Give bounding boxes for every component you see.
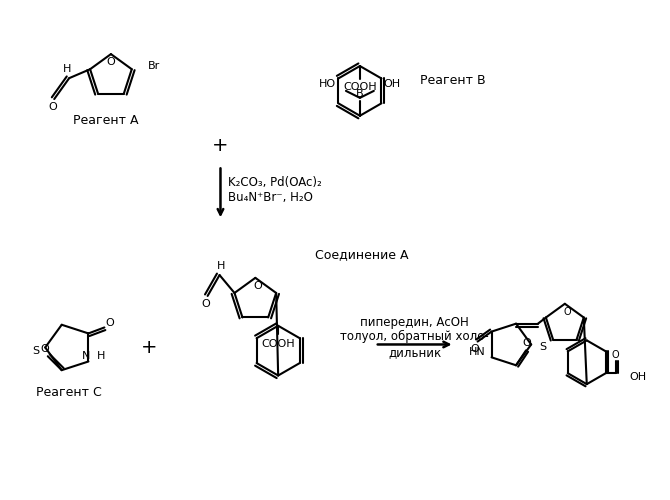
Text: Реагент С: Реагент С [36, 386, 102, 398]
Text: Соединение А: Соединение А [315, 248, 409, 262]
Text: COOH: COOH [261, 338, 295, 348]
Text: Реагент А: Реагент А [73, 114, 139, 127]
Text: H: H [96, 350, 105, 360]
Text: O: O [523, 338, 531, 348]
Text: O: O [107, 57, 115, 67]
Text: пипередин, АсОН: пипередин, АсОН [360, 316, 469, 329]
Text: Br: Br [147, 61, 160, 71]
Text: K₂CO₃, Pd(OAc)₂: K₂CO₃, Pd(OAc)₂ [228, 176, 322, 189]
Text: HO: HO [319, 79, 336, 89]
Text: O: O [563, 306, 571, 316]
Text: +: + [141, 338, 157, 357]
Text: Bu₄N⁺Br⁻, H₂O: Bu₄N⁺Br⁻, H₂O [228, 191, 314, 204]
Text: O: O [48, 102, 57, 112]
Text: N: N [82, 350, 90, 360]
Text: S: S [539, 342, 546, 352]
Text: +: + [212, 136, 228, 155]
Text: H: H [217, 261, 226, 271]
Text: Реагент В: Реагент В [419, 74, 485, 88]
Text: O: O [40, 344, 49, 354]
Text: дильник: дильник [388, 346, 442, 359]
Text: O: O [201, 299, 210, 309]
Text: H: H [63, 64, 72, 74]
Text: O: O [470, 344, 479, 353]
Text: O: O [612, 350, 620, 360]
Text: COOH: COOH [343, 82, 377, 92]
Text: B: B [356, 89, 364, 99]
Text: O: O [105, 318, 114, 328]
Text: OH: OH [384, 79, 401, 89]
Text: O: O [253, 281, 262, 291]
Text: OH: OH [630, 372, 647, 382]
Text: S: S [33, 346, 40, 356]
Text: HN: HN [469, 348, 486, 358]
Text: толуол, обратный холо-: толуол, обратный холо- [340, 330, 489, 343]
